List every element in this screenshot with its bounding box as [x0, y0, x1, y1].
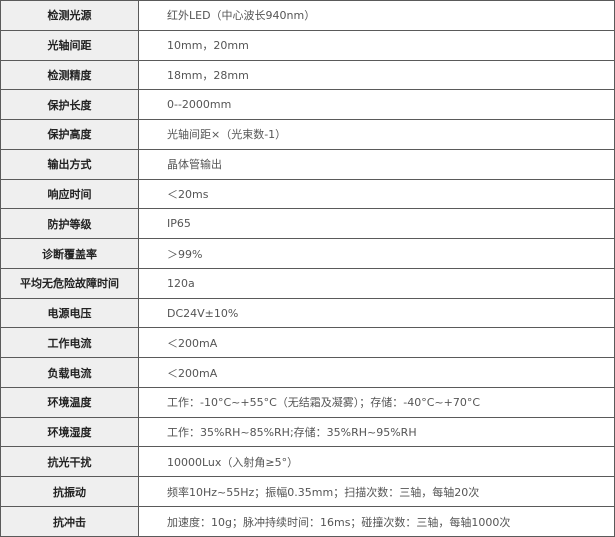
- spec-label: 抗光干扰: [0, 446, 139, 478]
- spec-value: ＜200mA: [138, 357, 615, 388]
- spec-row: 光轴间距 10mm，20mm: [0, 29, 615, 61]
- spec-value: 工作：-10°C~+55°C（无结霜及凝雾）；存储：-40°C~+70°C: [138, 386, 615, 418]
- spec-value: 加速度：10g；脉冲持续时间：16ms；碰撞次数：三轴，每轴1000次: [138, 506, 615, 537]
- spec-label: 环境温度: [0, 386, 139, 418]
- spec-label: 电源电压: [0, 297, 139, 329]
- spec-label: 抗振动: [0, 476, 139, 508]
- spec-label: 平均无危险故障时间: [0, 267, 139, 299]
- spec-label: 诊断覆盖率: [0, 238, 139, 269]
- spec-row: 抗冲击 加速度：10g；脉冲持续时间：16ms；碰撞次数：三轴，每轴1000次: [0, 506, 615, 537]
- spec-label: 工作电流: [0, 327, 139, 359]
- spec-row: 保护长度 0--2000mm: [0, 89, 615, 121]
- spec-label: 响应时间: [0, 178, 139, 210]
- spec-value: 120a: [138, 267, 615, 299]
- spec-label: 输出方式: [0, 148, 139, 180]
- spec-row: 抗光干扰 10000Lux（入射角≥5°）: [0, 446, 615, 478]
- spec-row: 工作电流 ＜200mA: [0, 327, 615, 359]
- spec-value: 0--2000mm: [138, 89, 615, 121]
- spec-row: 平均无危险故障时间 120a: [0, 267, 615, 299]
- spec-row: 环境湿度 工作：35%RH~85%RH;存储：35%RH~95%RH: [0, 416, 615, 448]
- spec-row: 检测光源 红外LED（中心波长940nm）: [0, 0, 615, 31]
- spec-label: 保护高度: [0, 119, 139, 150]
- spec-row: 输出方式 晶体管输出: [0, 148, 615, 180]
- spec-label: 检测光源: [0, 0, 139, 31]
- spec-label: 抗冲击: [0, 506, 139, 537]
- spec-value: 18mm，28mm: [138, 59, 615, 91]
- spec-row: 响应时间 ＜20ms: [0, 178, 615, 210]
- spec-value: 工作：35%RH~85%RH;存储：35%RH~95%RH: [138, 416, 615, 448]
- spec-label: 保护长度: [0, 89, 139, 121]
- spec-label: 检测精度: [0, 59, 139, 91]
- spec-row: 防护等级 IP65: [0, 208, 615, 240]
- spec-value: IP65: [138, 208, 615, 240]
- spec-value: 10mm，20mm: [138, 29, 615, 61]
- spec-value: ＜200mA: [138, 327, 615, 359]
- spec-value: 红外LED（中心波长940nm）: [138, 0, 615, 31]
- spec-value: 10000Lux（入射角≥5°）: [138, 446, 615, 478]
- spec-label: 光轴间距: [0, 29, 139, 61]
- spec-row: 电源电压 DC24V±10%: [0, 297, 615, 329]
- spec-value: DC24V±10%: [138, 297, 615, 329]
- spec-value: 光轴间距×（光束数-1）: [138, 119, 615, 150]
- spec-value: 频率10Hz~55Hz；振幅0.35mm；扫描次数：三轴，每轴20次: [138, 476, 615, 508]
- spec-label: 负载电流: [0, 357, 139, 388]
- spec-row: 诊断覆盖率 ＞99%: [0, 238, 615, 269]
- spec-label: 防护等级: [0, 208, 139, 240]
- spec-label: 环境湿度: [0, 416, 139, 448]
- spec-value: ＜20ms: [138, 178, 615, 210]
- spec-value: ＞99%: [138, 238, 615, 269]
- spec-row: 负载电流 ＜200mA: [0, 357, 615, 388]
- spec-row: 抗振动 频率10Hz~55Hz；振幅0.35mm；扫描次数：三轴，每轴20次: [0, 476, 615, 508]
- spec-value: 晶体管输出: [138, 148, 615, 180]
- spec-row: 保护高度 光轴间距×（光束数-1）: [0, 119, 615, 150]
- spec-row: 环境温度 工作：-10°C~+55°C（无结霜及凝雾）；存储：-40°C~+70°…: [0, 386, 615, 418]
- spec-row: 检测精度 18mm，28mm: [0, 59, 615, 91]
